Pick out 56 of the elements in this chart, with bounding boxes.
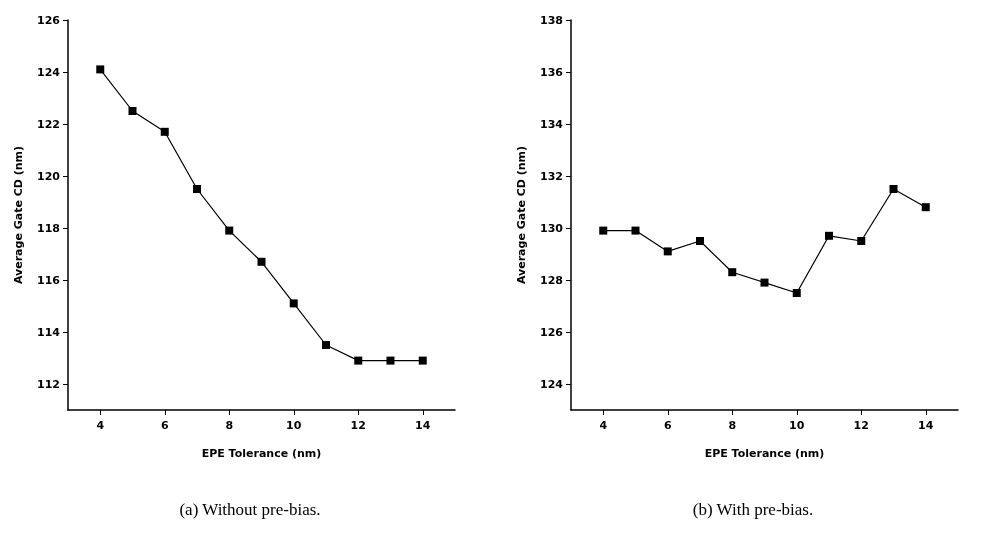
x-tick-label: 4 (96, 419, 105, 432)
x-tick-label: 14 (415, 419, 431, 432)
point (322, 341, 330, 349)
point (696, 237, 704, 245)
x-tick-label: 8 (728, 419, 737, 432)
y-tick-label: 126 (540, 325, 564, 339)
point (760, 278, 769, 287)
point (128, 107, 137, 115)
point (354, 356, 363, 365)
y-tick-label: 126 (37, 13, 61, 27)
point (257, 257, 266, 266)
y-tick-label: 118 (37, 221, 60, 235)
y-tick-label: 124 (37, 65, 61, 79)
point (857, 237, 866, 245)
point (825, 231, 833, 240)
point (160, 127, 169, 136)
point (728, 268, 737, 277)
y-tick-label: 128 (540, 273, 563, 287)
x-tick-label: 14 (918, 419, 934, 432)
x-axis-title: EPE Tolerance (nm) (704, 447, 825, 460)
x-tick-label: 12 (853, 419, 869, 432)
x-tick-label: 10 (286, 419, 302, 432)
x-axis-title: EPE Tolerance (nm) (201, 447, 322, 460)
x-tick-label: 10 (789, 419, 805, 432)
y-tick-label: 138 (540, 13, 563, 27)
point (663, 247, 672, 256)
y-tick-label: 132 (540, 169, 563, 183)
y-tick-label: 136 (540, 65, 564, 79)
point (921, 203, 930, 212)
x-tick-label: 12 (350, 419, 366, 432)
y-tick-label: 130 (540, 221, 564, 235)
point (96, 65, 105, 74)
point (889, 185, 898, 193)
y-axis-title: Average Gate CD (nm) (515, 145, 528, 285)
y-tick-label: 120 (37, 169, 61, 183)
y-axis-title: Average Gate CD (nm) (12, 145, 25, 285)
point (792, 289, 801, 297)
y-tick-label: 122 (37, 117, 60, 131)
x-tick-label: 4 (599, 419, 608, 432)
y-tick-label: 116 (37, 273, 61, 287)
point (631, 226, 640, 235)
x-tick-label: 8 (225, 419, 234, 432)
text: (b) With pre-bias. (692, 500, 814, 519)
y-tick-label: 134 (540, 117, 564, 131)
point (225, 226, 234, 235)
text: (a) Without pre-bias. (179, 500, 321, 519)
y-tick-label: 114 (37, 325, 61, 339)
point (599, 226, 608, 235)
point (386, 356, 395, 365)
point (418, 356, 427, 365)
x-tick-label: 6 (160, 419, 169, 432)
y-tick-label: 112 (37, 377, 60, 391)
y-tick-label: 124 (540, 377, 564, 391)
point (193, 185, 201, 193)
x-tick-label: 6 (663, 419, 672, 432)
point (289, 299, 298, 308)
